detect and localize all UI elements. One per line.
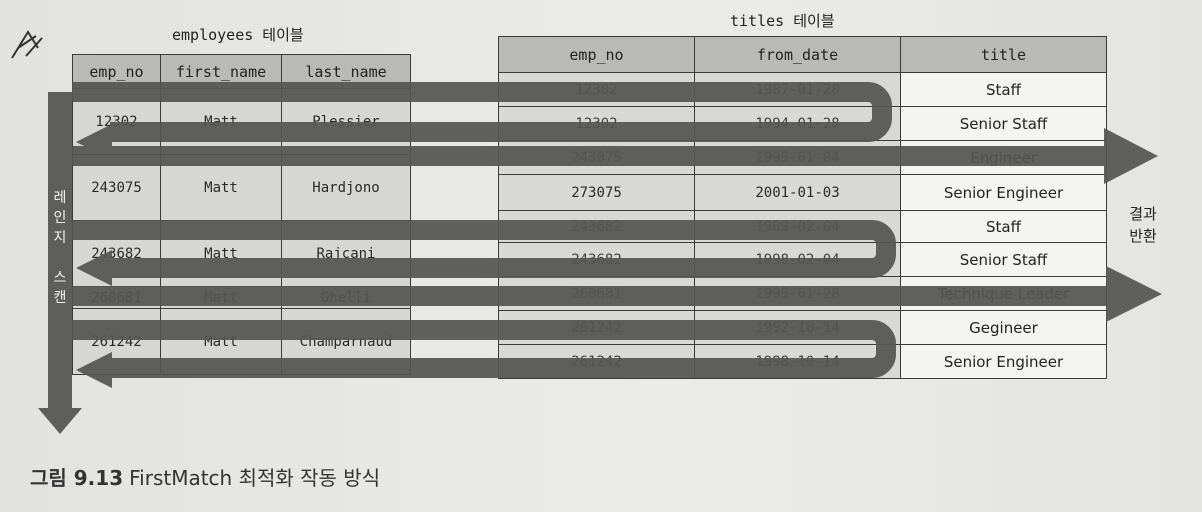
first-name-cell: Matt xyxy=(160,286,282,309)
emp-no-cell: 12302 xyxy=(498,72,695,107)
result-return-label: 결과 반환 xyxy=(1122,203,1164,247)
from-date-cell: 1989-02-04 xyxy=(694,210,901,243)
emp-no-cell: 261242 xyxy=(72,308,161,375)
column-header: emp_no xyxy=(498,36,695,73)
table-row: 12302 Matt Plessier xyxy=(72,88,411,155)
table-row: 260681 1995-01-28 Technique Leader xyxy=(498,276,1107,311)
column-header: last_name xyxy=(281,54,411,89)
emp-no-cell: 261242 xyxy=(498,310,695,345)
result-label-line: 반환 xyxy=(1129,227,1157,245)
last-name-cell: Plessier xyxy=(281,88,411,155)
emp-no-cell: 243682 xyxy=(498,242,695,277)
title-cell: Staff xyxy=(900,72,1107,107)
first-name-cell: Matt xyxy=(160,154,282,221)
title-cell: Senior Engineer xyxy=(900,174,1107,211)
table-row: 12302 1994-01-28 Senior Staff xyxy=(498,106,1107,141)
column-header: from_date xyxy=(694,36,901,73)
employees-table-title: employees 테이블 xyxy=(172,26,304,44)
first-name-cell: Matt xyxy=(160,88,282,155)
emp-no-cell: 12302 xyxy=(498,106,695,141)
table-row: 243682 1998-02-04 Senior Staff xyxy=(498,242,1107,277)
from-date-cell: 1992-10-14 xyxy=(694,310,901,345)
table-row: 260681 Matt Ghelli xyxy=(72,286,411,309)
title-cell: Engineer xyxy=(900,140,1107,175)
table-row: 243682 1989-02-04 Staff xyxy=(498,210,1107,243)
scan-label-char: 레 xyxy=(53,190,67,206)
table-row: 243075 1995-01-04 Engineer xyxy=(498,140,1107,175)
scan-label-char: 지 xyxy=(53,230,67,246)
from-date-cell: 1995-01-04 xyxy=(694,140,901,175)
emp-no-cell: 260681 xyxy=(72,286,161,309)
title-cell: Senior Engineer xyxy=(900,344,1107,379)
figure-caption: 그림 9.13 FirstMatch 최적화 작동 방식 xyxy=(30,462,380,491)
from-date-cell: 1987-01-28 xyxy=(694,72,901,107)
table-row: 261242 Matt Champarnaud xyxy=(72,308,411,375)
emp-no-cell: 243075 xyxy=(72,154,161,221)
last-name-cell: Champarnaud xyxy=(281,308,411,375)
from-date-cell: 1995-01-28 xyxy=(694,276,901,311)
scan-label-char: 캔 xyxy=(53,290,67,306)
title-cell: Gegineer xyxy=(900,310,1107,345)
table-row: 273075 2001-01-03 Senior Engineer xyxy=(498,174,1107,211)
title-cell: Staff xyxy=(900,210,1107,243)
scan-label-char xyxy=(49,248,71,268)
employees-table: emp_no first_name last_name 12302 Matt P… xyxy=(72,54,411,375)
first-name-cell: Matt xyxy=(160,220,282,287)
table-row: 261242 1998-10-14 Senior Engineer xyxy=(498,344,1107,379)
figure-number: 그림 9.13 xyxy=(30,466,124,490)
emp-no-cell: 260681 xyxy=(498,276,695,311)
emp-no-cell: 261242 xyxy=(498,344,695,379)
last-name-cell: Hardjono xyxy=(281,154,411,221)
first-name-cell: Matt xyxy=(160,308,282,375)
last-name-cell: Ghelli xyxy=(281,286,411,309)
column-header: emp_no xyxy=(72,54,161,89)
emp-no-cell: 12302 xyxy=(72,88,161,155)
title-cell: Senior Staff xyxy=(900,242,1107,277)
table-row: 261242 1992-10-14 Gegineer xyxy=(498,310,1107,345)
title-cell: Technique Leader xyxy=(900,276,1107,311)
from-date-cell: 1998-10-14 xyxy=(694,344,901,379)
scan-label-char: 스 xyxy=(53,270,67,286)
from-date-cell: 1998-02-04 xyxy=(694,242,901,277)
index-scan-label: 레 인 지 스 캔 xyxy=(49,188,71,308)
from-date-cell: 2001-01-03 xyxy=(694,174,901,211)
emp-no-cell: 243075 xyxy=(498,140,695,175)
emp-no-cell: 243682 xyxy=(72,220,161,287)
result-label-line: 결과 xyxy=(1129,205,1157,223)
titles-table: emp_no from_date title 12302 1987-01-28 St… xyxy=(498,36,1107,379)
figure-caption-text: FirstMatch 최적화 작동 방식 xyxy=(129,466,381,490)
table-row: 12302 1987-01-28 Staff xyxy=(498,72,1107,107)
from-date-cell: 1994-01-28 xyxy=(694,106,901,141)
pencil-logo-icon xyxy=(11,30,43,59)
title-cell: Senior Staff xyxy=(900,106,1107,141)
emp-no-cell: 243682 xyxy=(498,210,695,243)
column-header: title xyxy=(900,36,1107,73)
column-header: first_name xyxy=(160,54,282,89)
emp-no-cell: 273075 xyxy=(498,174,695,211)
last-name-cell: Rajcani xyxy=(281,220,411,287)
scan-label-char: 인 xyxy=(53,210,67,226)
table-row: 243682 Matt Rajcani xyxy=(72,220,411,287)
titles-table-title: titles 테이블 xyxy=(730,12,835,30)
table-row: 243075 Matt Hardjono xyxy=(72,154,411,221)
